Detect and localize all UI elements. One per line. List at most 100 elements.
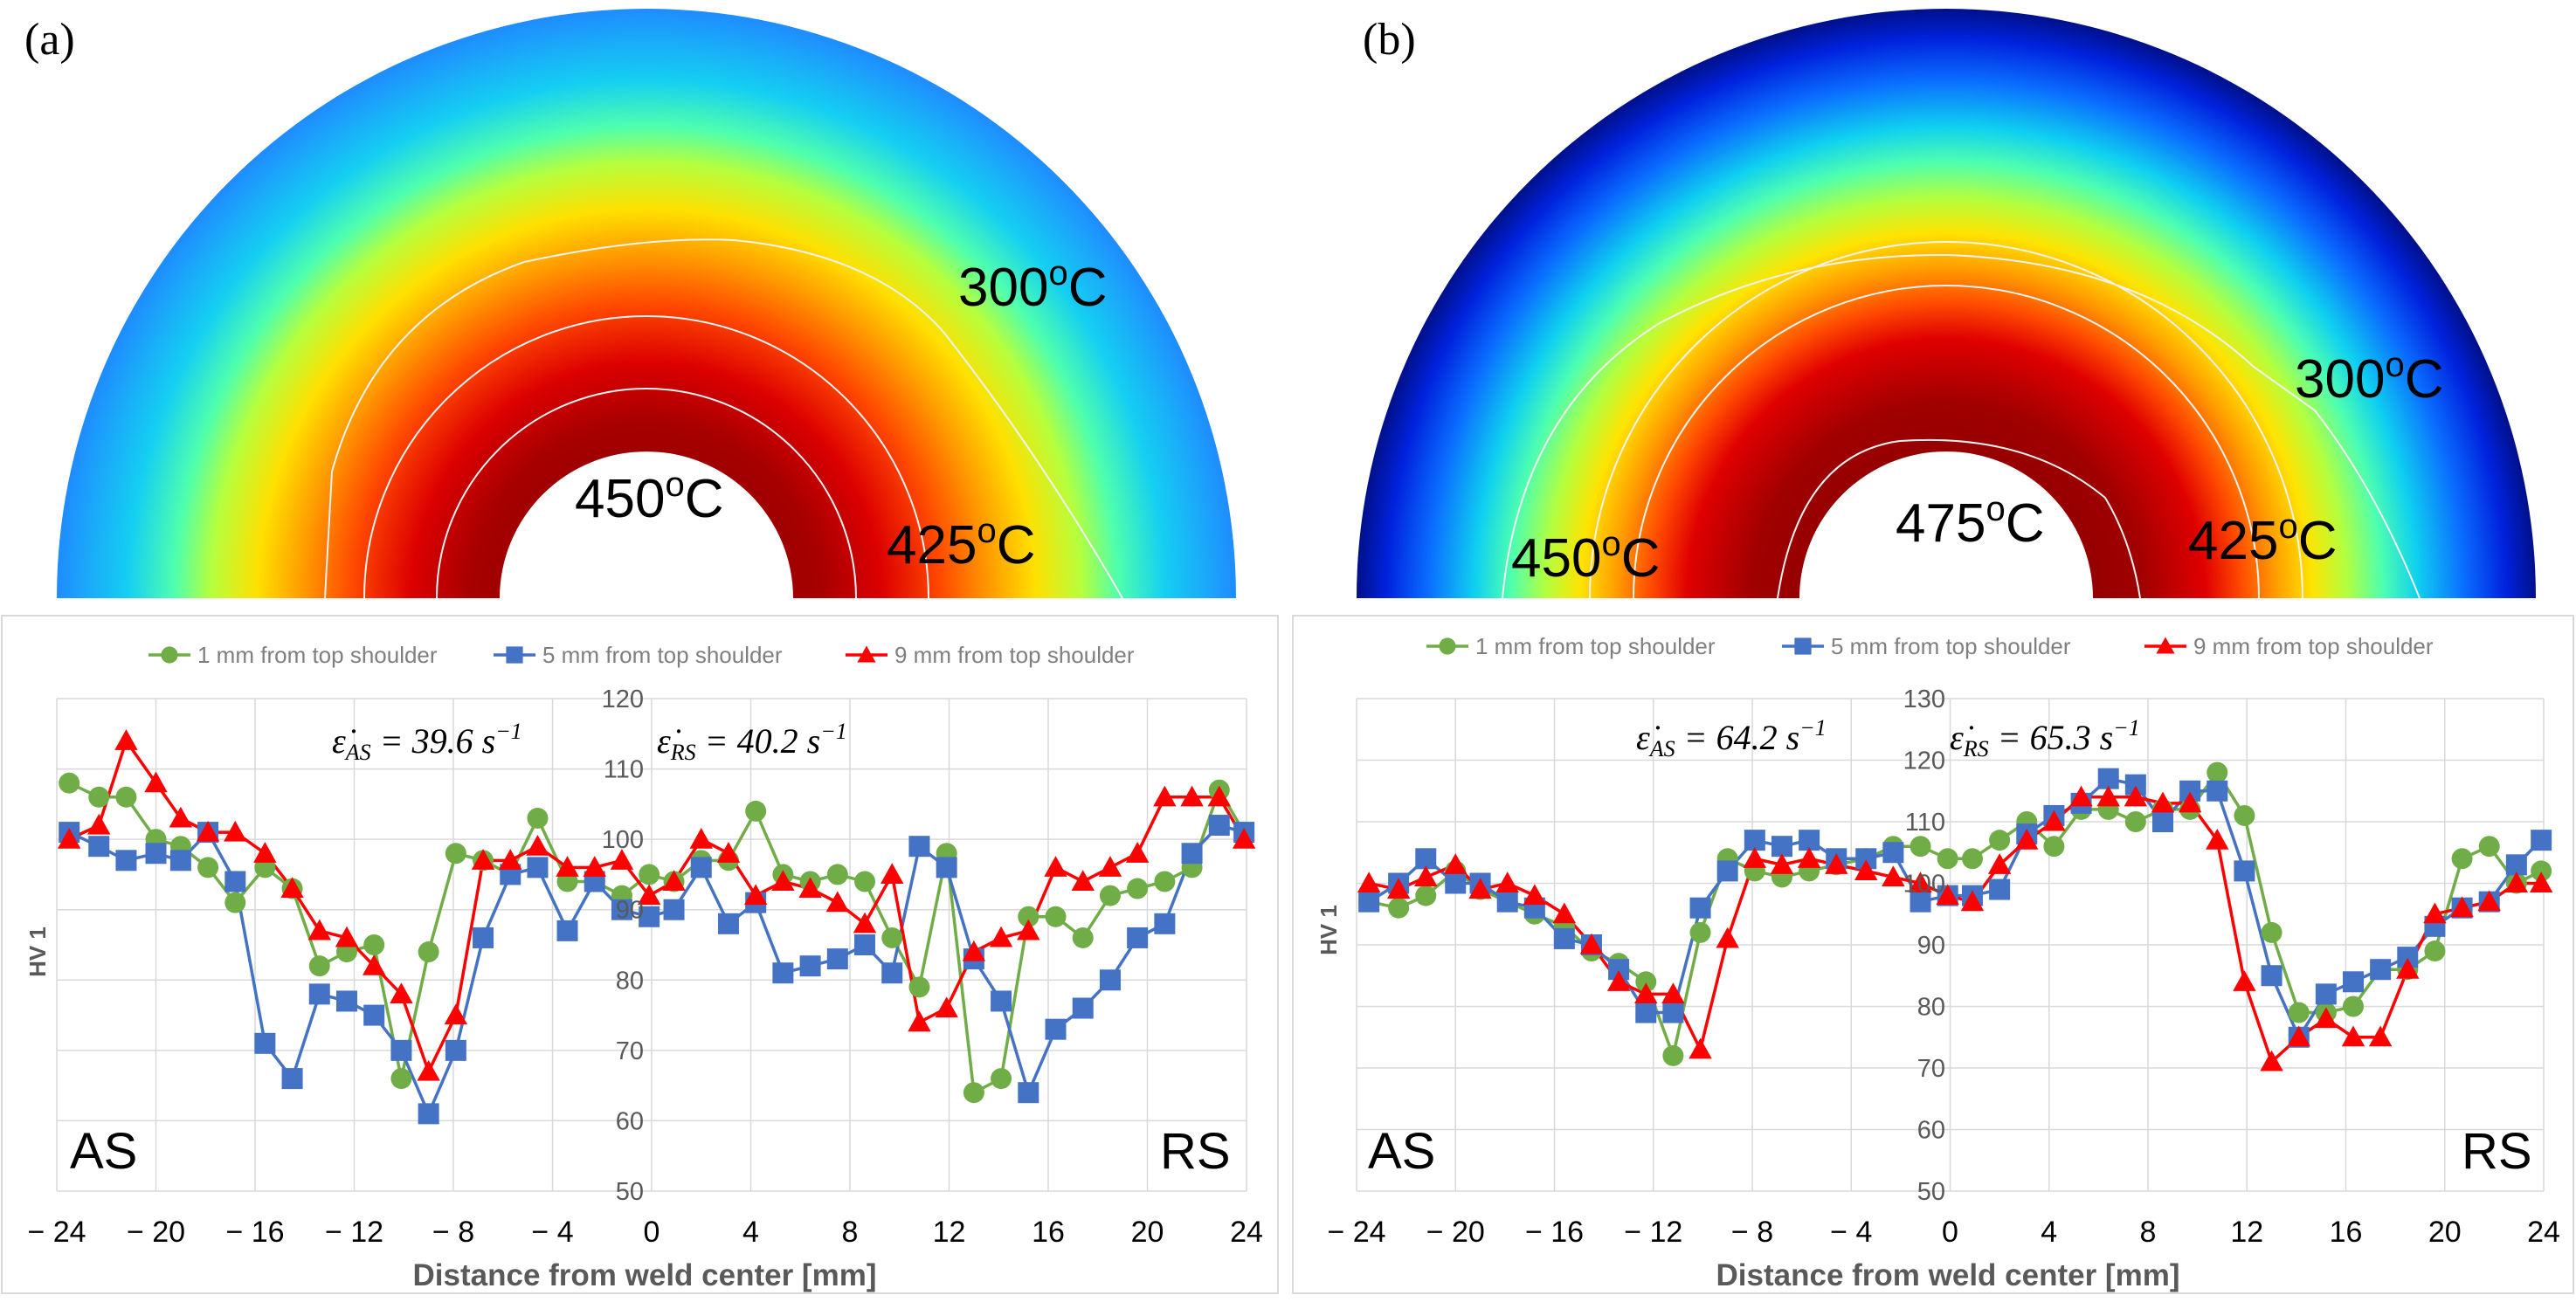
y-tick-labels-a: 50 60 70 80 90 100 110 120 (602, 686, 644, 1206)
temp-label-450-a: 450oC (575, 465, 723, 529)
x-tick-label: 12 (2230, 1216, 2263, 1249)
data-point (881, 863, 904, 884)
series-line (1368, 796, 2542, 1065)
data-point (963, 1082, 984, 1104)
x-tick-labels-a: − 24 − 20 − 16 − 12 − 8 − 4 0 4 8 12 16 20 24 (27, 1216, 1262, 1249)
legend-a: 1 mm from top shoulder 5 mm from top shou… (148, 642, 1135, 668)
data-point (583, 856, 606, 877)
y-tick-label: 60 (616, 1107, 644, 1135)
data-point (1098, 856, 1122, 877)
data-point (1689, 1037, 1712, 1059)
side-label-as-b: AS (1368, 1123, 1435, 1180)
data-point (2342, 971, 2364, 993)
data-point (771, 870, 795, 892)
x-tick-label: − 8 (1731, 1216, 1773, 1249)
strain-rate-rs-b: ε̇RS = 65.3 s−1 (1950, 715, 2140, 761)
data-point (2069, 785, 2093, 807)
y-tick-label: 100 (602, 826, 644, 854)
y-tick-label: 70 (1917, 1055, 1945, 1083)
data-point (826, 948, 848, 970)
y-tick-label: 100 (1903, 871, 1945, 899)
data-point (1662, 1002, 1684, 1023)
data-point (1716, 860, 1738, 882)
data-point (2151, 811, 2173, 832)
x-tick-label: 16 (2330, 1216, 2363, 1249)
panel-label-b: (b) (1363, 15, 1416, 65)
legend-label: 1 mm from top shoulder (197, 642, 438, 668)
y-tick-label: 80 (616, 967, 644, 995)
data-point (197, 857, 219, 878)
data-point (908, 836, 930, 858)
series-line (68, 737, 1246, 1076)
legend-label: 5 mm from top shoulder (542, 642, 783, 668)
side-label-rs-b: RS (2462, 1123, 2532, 1180)
data-point (2206, 828, 2229, 850)
data-point (1445, 872, 1467, 894)
data-point (2207, 780, 2228, 802)
data-point (1882, 842, 1904, 864)
data-point (1357, 872, 1381, 893)
x-tick-label: 0 (1942, 1216, 1958, 1249)
y-axis-title-a: HV 1 (24, 927, 51, 977)
data-point (224, 820, 247, 842)
data-point (2151, 791, 2175, 813)
data-point (1989, 830, 2011, 851)
temperature-map-a: 300oC 425oC 450oC (57, 9, 1236, 599)
data-point (1018, 1082, 1039, 1104)
y-axis-title-b: HV 1 (1316, 905, 1342, 955)
isotherm-425-b (1589, 241, 2303, 599)
data-point (1936, 884, 1959, 906)
data-point (2287, 1025, 2310, 1047)
data-point (989, 926, 1013, 947)
data-point (2396, 958, 2420, 979)
data-point (2450, 896, 2474, 918)
data-point (853, 912, 877, 934)
y-tick-label: 50 (616, 1178, 644, 1206)
data-point (418, 1103, 439, 1125)
data-point (169, 806, 193, 828)
data-point (772, 962, 794, 984)
data-point (1635, 971, 1657, 993)
data-point (935, 996, 958, 1018)
data-point (1414, 865, 1438, 887)
legend-label: 9 mm from top shoulder (894, 642, 1135, 668)
data-point (88, 836, 110, 858)
series-markers-a (57, 729, 1256, 1125)
data-point (1208, 815, 1230, 837)
strain-rate-as-a: ε̇AS = 39.6 s−1 (332, 719, 522, 765)
data-point (2315, 983, 2337, 1005)
data-point (88, 786, 110, 808)
data-point (1961, 848, 1983, 870)
x-tick-label: − 20 (127, 1216, 185, 1249)
data-point (308, 983, 330, 1005)
data-point (2261, 921, 2282, 943)
data-point (253, 842, 277, 863)
data-point (2424, 940, 2446, 962)
data-point (854, 934, 876, 955)
data-point (169, 850, 191, 872)
data-point (2260, 1050, 2283, 1071)
x-tick-label: 24 (2527, 1216, 2560, 1249)
data-point (1689, 921, 1711, 943)
temperature-map-b: 300oC 425oC 450oC 475oC (1357, 9, 2536, 599)
data-point (1127, 878, 1149, 899)
data-point (1662, 1044, 1684, 1066)
data-point (2234, 804, 2255, 826)
data-point (115, 850, 137, 872)
data-point (1661, 982, 1685, 1003)
x-tick-label: − 4 (1830, 1216, 1872, 1249)
data-point (799, 955, 821, 977)
temp-label-450-b: 450oC (1511, 525, 1660, 589)
data-point (689, 827, 713, 849)
data-point (663, 899, 685, 920)
data-point (716, 842, 741, 863)
data-point (2015, 828, 2039, 850)
data-point (1072, 927, 1094, 948)
data-point (854, 871, 876, 892)
grid-a (56, 698, 1247, 1192)
x-tick-label: − 4 (531, 1216, 573, 1249)
data-point (1044, 856, 1067, 877)
x-tick-label: − 12 (325, 1216, 383, 1249)
